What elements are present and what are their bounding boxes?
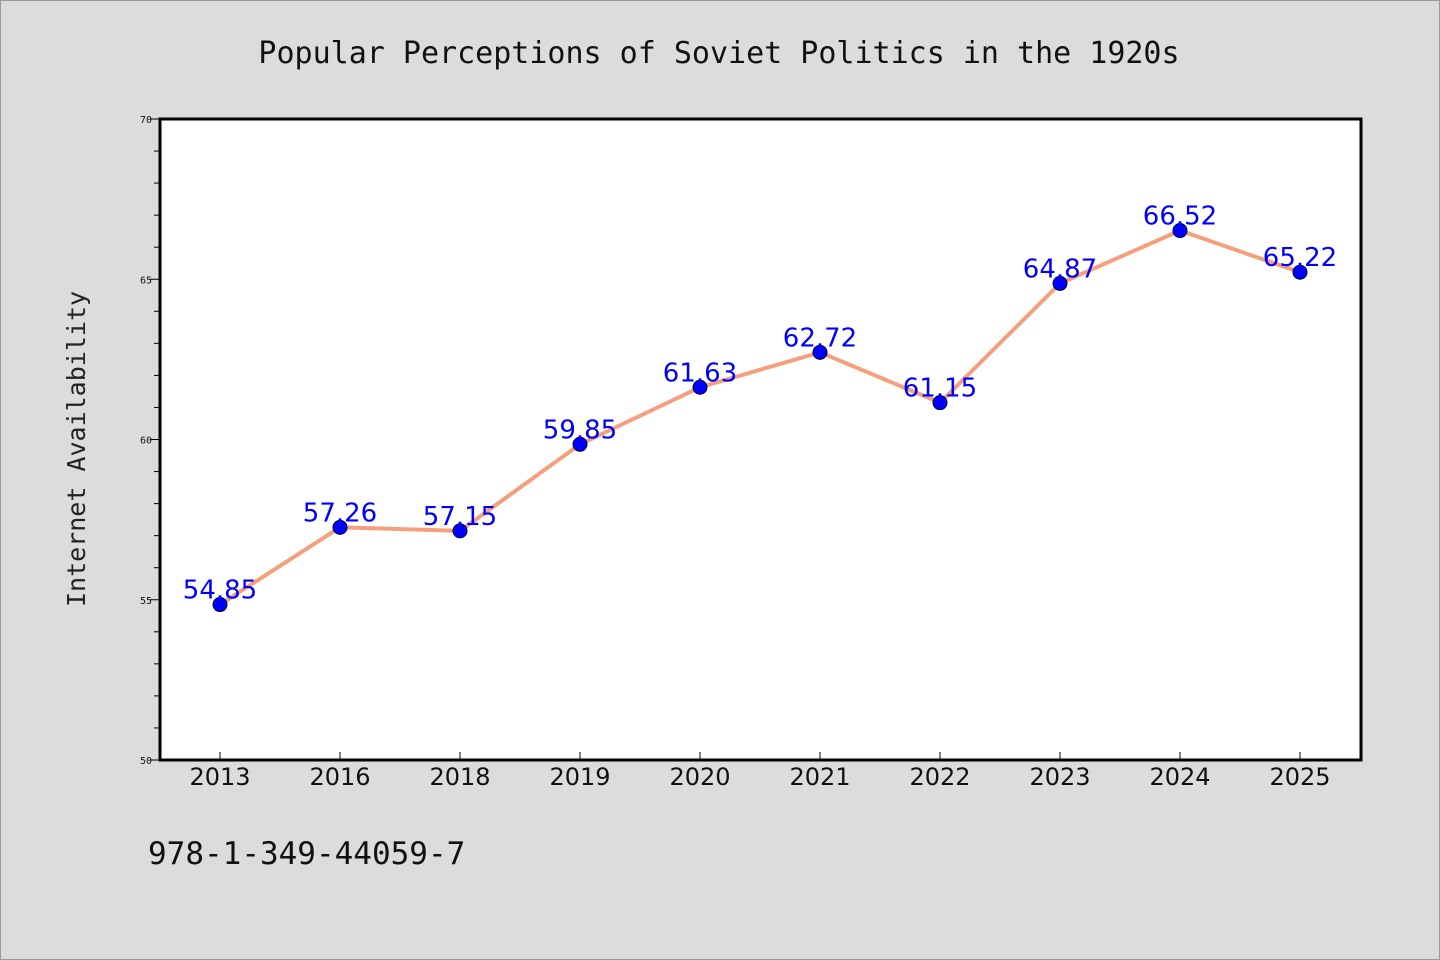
data-label: 66.52 — [1143, 202, 1217, 232]
data-point — [1172, 223, 1188, 239]
x-tick-label: 2021 — [789, 763, 850, 791]
data-point — [1292, 264, 1308, 280]
data-point — [212, 597, 228, 613]
data-labels: 54.85 57.26 57.15 59.85 61.63 62.72 61.15 64.87… — [183, 202, 1337, 606]
y-tick-label: 65 — [140, 275, 152, 286]
y-tick-label: 60 — [140, 436, 152, 447]
data-label: 62.72 — [783, 323, 857, 353]
x-tick-label: 2022 — [909, 763, 970, 791]
data-label: 64.87 — [1023, 254, 1097, 284]
data-label: 65.22 — [1263, 243, 1337, 273]
x-tick-label: 2016 — [309, 763, 370, 791]
series-line — [218, 228, 1302, 607]
data-point — [332, 519, 348, 535]
data-label: 57.26 — [303, 498, 377, 528]
x-tick-label: 2018 — [429, 763, 490, 791]
data-point — [812, 344, 828, 360]
data-point — [692, 379, 708, 395]
data-label: 61.15 — [903, 374, 977, 404]
data-point — [1052, 275, 1068, 291]
x-tick-label: 2013 — [189, 763, 250, 791]
y-tick-label: 50 — [140, 756, 152, 767]
data-label: 54.85 — [183, 576, 257, 606]
y-axis-ticks: 50 55 60 65 70 — [140, 115, 160, 767]
data-point — [572, 436, 588, 452]
isbn-text: 978-1-349-44059-7 — [148, 836, 465, 872]
x-axis-ticks: 2013 2016 2018 2019 2020 2021 2022 2023 2024 2025 — [189, 752, 1331, 791]
chart-title: Popular Perceptions of Soviet Politics i… — [258, 36, 1179, 71]
data-point — [452, 523, 468, 539]
x-tick-label: 2025 — [1269, 763, 1330, 791]
plot-area — [158, 117, 1363, 762]
data-label: 61.63 — [663, 358, 737, 388]
data-point — [932, 395, 948, 411]
y-tick-label: 55 — [140, 596, 152, 607]
y-tick-label: 70 — [140, 115, 152, 126]
x-tick-label: 2020 — [669, 763, 730, 791]
series-group — [212, 223, 1308, 613]
x-tick-label: 2023 — [1029, 763, 1090, 791]
y-axis-label: Internet Availability — [62, 291, 91, 607]
x-tick-label: 2019 — [549, 763, 610, 791]
x-tick-label: 2024 — [1149, 763, 1210, 791]
data-label: 59.85 — [543, 415, 617, 445]
data-label: 57.15 — [423, 502, 497, 532]
